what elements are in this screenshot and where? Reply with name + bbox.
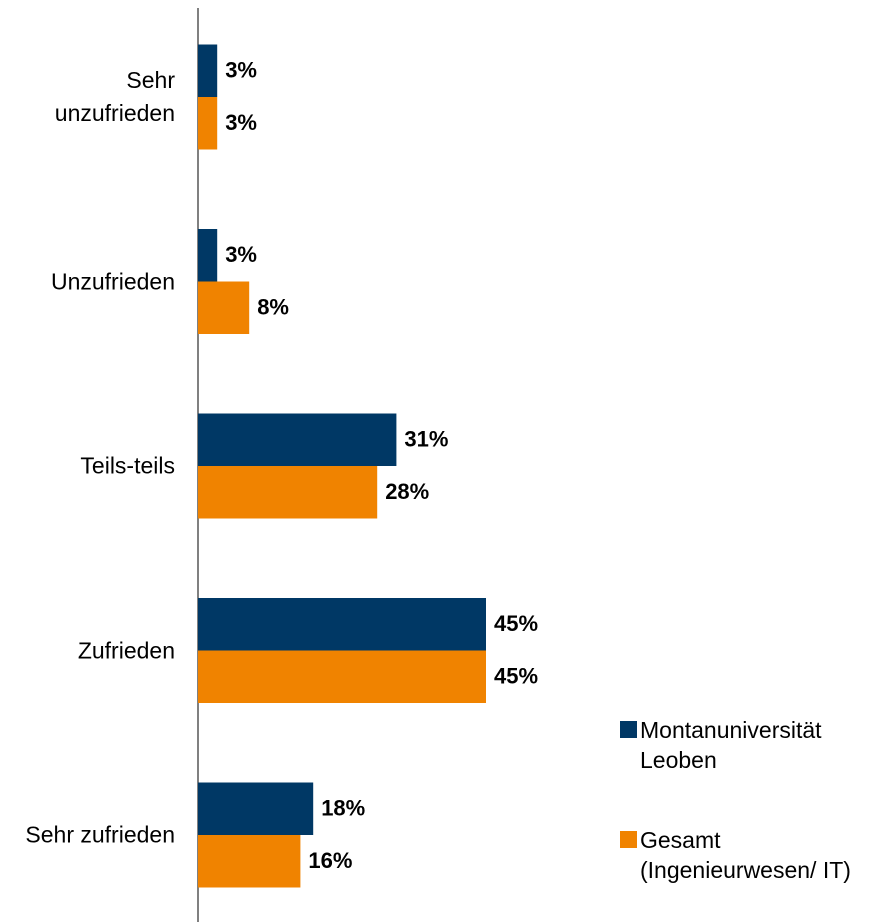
- category-label: Sehr unzufrieden: [54, 67, 175, 126]
- legend-swatch: [620, 721, 637, 738]
- bar: [198, 413, 397, 466]
- data-label: 28%: [385, 479, 429, 504]
- data-label: 18%: [321, 796, 365, 821]
- category-label: Teils-teils: [80, 452, 175, 479]
- data-label: 3%: [225, 242, 257, 267]
- legend-label: Gesamt (Ingenieurwesen/ IT): [640, 827, 851, 883]
- bar: [198, 598, 486, 651]
- data-label: 31%: [404, 427, 448, 452]
- data-label: 16%: [308, 848, 352, 873]
- category-label: Unzufrieden: [50, 268, 175, 294]
- data-label: 3%: [225, 58, 257, 83]
- bar: [198, 650, 486, 703]
- bar: [198, 835, 301, 888]
- data-label: 8%: [257, 295, 289, 320]
- category-label: Zufrieden: [77, 637, 175, 663]
- bar: [198, 466, 378, 519]
- bar: [198, 782, 314, 835]
- bar: [198, 44, 218, 97]
- data-label: 45%: [494, 611, 538, 636]
- bar: [198, 281, 250, 334]
- legend-label: Montanuniversität Leoben: [640, 717, 822, 773]
- legend-swatch: [620, 831, 637, 848]
- category-label: Sehr zufrieden: [25, 821, 175, 848]
- bar: [198, 97, 218, 150]
- data-label: 45%: [494, 664, 538, 689]
- bar: [198, 229, 218, 282]
- data-label: 3%: [225, 110, 257, 135]
